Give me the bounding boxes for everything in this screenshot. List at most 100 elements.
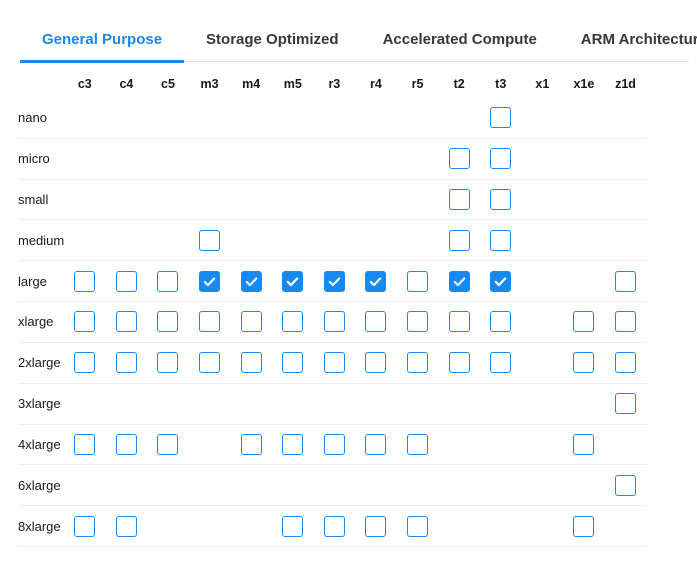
checkbox-2xlarge-t3[interactable] — [490, 352, 512, 374]
checkbox-4xlarge-r3[interactable] — [323, 433, 345, 455]
check-icon — [245, 277, 257, 286]
checkbox-xlarge-c5[interactable] — [157, 311, 179, 333]
checkbox-2xlarge-m3[interactable] — [199, 352, 221, 374]
checkbox-3xlarge-z1d[interactable] — [615, 393, 637, 415]
checkbox-nano-t3[interactable] — [490, 107, 512, 129]
checkbox-xlarge-m5[interactable] — [282, 311, 304, 333]
checkbox-large-c4[interactable] — [115, 270, 137, 292]
checkbox-4xlarge-r4[interactable] — [365, 433, 387, 455]
checkbox-8xlarge-c4[interactable] — [115, 515, 137, 537]
checkbox-xlarge-c4[interactable] — [115, 311, 137, 333]
row-large: large — [18, 261, 647, 303]
cell-2xlarge-t2 — [438, 352, 480, 374]
checkbox-micro-t3[interactable] — [490, 148, 512, 170]
cell-large-c5 — [147, 270, 189, 292]
row-label-medium: medium — [18, 232, 65, 248]
checkbox-8xlarge-r3[interactable] — [323, 515, 345, 537]
checkbox-xlarge-m4[interactable] — [240, 311, 262, 333]
tab-accelerated-compute[interactable]: Accelerated Compute — [382, 31, 537, 48]
checkbox-4xlarge-c4[interactable] — [115, 433, 137, 455]
checkbox-8xlarge-c3[interactable] — [74, 515, 96, 537]
tab-storage-optimized[interactable]: Storage Optimized — [206, 31, 339, 48]
tab-bar: General Purpose Storage Optimized Accelera… — [20, 21, 697, 63]
checkbox-2xlarge-c4[interactable] — [115, 352, 137, 374]
cell-xlarge-m3 — [189, 311, 231, 333]
checkbox-8xlarge-x1e[interactable] — [573, 515, 595, 537]
checkbox-xlarge-r4[interactable] — [365, 311, 387, 333]
checkbox-xlarge-x1e[interactable] — [573, 311, 595, 333]
checkbox-micro-t2[interactable] — [448, 148, 470, 170]
checkbox-large-m5[interactable] — [282, 270, 304, 292]
tab-arm-architecture[interactable]: ARM Architecture — [580, 31, 697, 48]
checkbox-2xlarge-c5[interactable] — [157, 352, 179, 374]
column-header-r4: r4 — [370, 77, 382, 91]
checkbox-xlarge-t3[interactable] — [490, 311, 512, 333]
cell-large-t2 — [438, 270, 480, 292]
row-label-small: small — [18, 192, 49, 208]
column-header-row: c3 c4 c5 m3 m4 m5 r3 r4 r5 t2 t3 x1 x1e z1d — [18, 62, 697, 98]
column-header-t2: t2 — [453, 77, 465, 91]
checkbox-medium-t3[interactable] — [490, 229, 512, 251]
checkbox-4xlarge-m5[interactable] — [282, 433, 304, 455]
checkbox-xlarge-r3[interactable] — [323, 311, 345, 333]
cell-2xlarge-z1d — [605, 352, 647, 374]
checkbox-large-r3[interactable] — [323, 270, 345, 292]
cell-2xlarge-c5 — [147, 352, 189, 374]
checkbox-large-c5[interactable] — [157, 270, 179, 292]
checkbox-xlarge-t2[interactable] — [448, 311, 470, 333]
column-header-r3: r3 — [328, 77, 341, 91]
checkbox-large-c3[interactable] — [74, 270, 96, 292]
checkbox-2xlarge-r5[interactable] — [407, 352, 429, 374]
checkbox-small-t3[interactable] — [490, 189, 512, 211]
checkbox-2xlarge-x1e[interactable] — [573, 352, 595, 374]
checkbox-large-m3[interactable] — [199, 270, 221, 292]
checkbox-4xlarge-x1e[interactable] — [573, 433, 595, 455]
cell-large-m4 — [230, 270, 272, 292]
checkbox-2xlarge-c3[interactable] — [74, 352, 96, 374]
cell-2xlarge-r4 — [355, 352, 397, 374]
cell-4xlarge-m4 — [230, 433, 272, 455]
checkbox-medium-m3[interactable] — [199, 229, 221, 251]
checkbox-xlarge-r5[interactable] — [407, 311, 429, 333]
checkbox-4xlarge-r5[interactable] — [407, 433, 429, 455]
checkbox-large-m4[interactable] — [240, 270, 262, 292]
cell-2xlarge-c3 — [64, 352, 106, 374]
checkbox-small-t2[interactable] — [448, 189, 470, 211]
checkbox-8xlarge-m5[interactable] — [282, 515, 304, 537]
cell-4xlarge-c4 — [106, 433, 148, 455]
cell-2xlarge-m5 — [272, 352, 314, 374]
row-xlarge: xlarge — [18, 302, 647, 343]
checkbox-8xlarge-r5[interactable] — [407, 515, 429, 537]
checkbox-xlarge-m3[interactable] — [199, 311, 221, 333]
column-header-t3: t3 — [495, 77, 507, 91]
matrix-body: nano micro small medium large xlarge 2xlarge 3x… — [18, 98, 697, 547]
cell-large-m3 — [189, 270, 231, 292]
checkbox-4xlarge-c5[interactable] — [157, 433, 179, 455]
cell-xlarge-c4 — [106, 311, 148, 333]
checkbox-large-t2[interactable] — [448, 270, 470, 292]
checkbox-4xlarge-c3[interactable] — [74, 433, 96, 455]
checkbox-2xlarge-r4[interactable] — [365, 352, 387, 374]
checkbox-large-t3[interactable] — [490, 270, 512, 292]
checkbox-medium-t2[interactable] — [448, 229, 470, 251]
checkbox-6xlarge-z1d[interactable] — [615, 474, 637, 496]
checkbox-xlarge-c3[interactable] — [74, 311, 96, 333]
cell-4xlarge-r4 — [355, 433, 397, 455]
checkbox-large-r4[interactable] — [365, 270, 387, 292]
checkbox-2xlarge-m4[interactable] — [240, 352, 262, 374]
cell-small-t3 — [480, 189, 522, 211]
checkbox-2xlarge-z1d[interactable] — [615, 352, 637, 374]
checkbox-large-z1d[interactable] — [615, 270, 637, 292]
cell-4xlarge-m5 — [272, 433, 314, 455]
checkbox-8xlarge-r4[interactable] — [365, 515, 387, 537]
checkbox-2xlarge-m5[interactable] — [282, 352, 304, 374]
tab-general-purpose[interactable]: General Purpose — [20, 21, 185, 63]
row-small: small — [18, 180, 647, 221]
cell-large-c3 — [64, 270, 106, 292]
checkbox-2xlarge-r3[interactable] — [323, 352, 345, 374]
checkbox-2xlarge-t2[interactable] — [448, 352, 470, 374]
checkbox-4xlarge-m4[interactable] — [240, 433, 262, 455]
checkbox-large-r5[interactable] — [407, 270, 429, 292]
checkbox-xlarge-z1d[interactable] — [615, 311, 637, 333]
cell-6xlarge-z1d — [605, 474, 647, 496]
